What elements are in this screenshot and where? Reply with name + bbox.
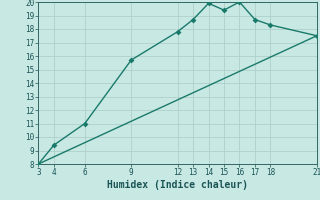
- X-axis label: Humidex (Indice chaleur): Humidex (Indice chaleur): [107, 180, 248, 190]
